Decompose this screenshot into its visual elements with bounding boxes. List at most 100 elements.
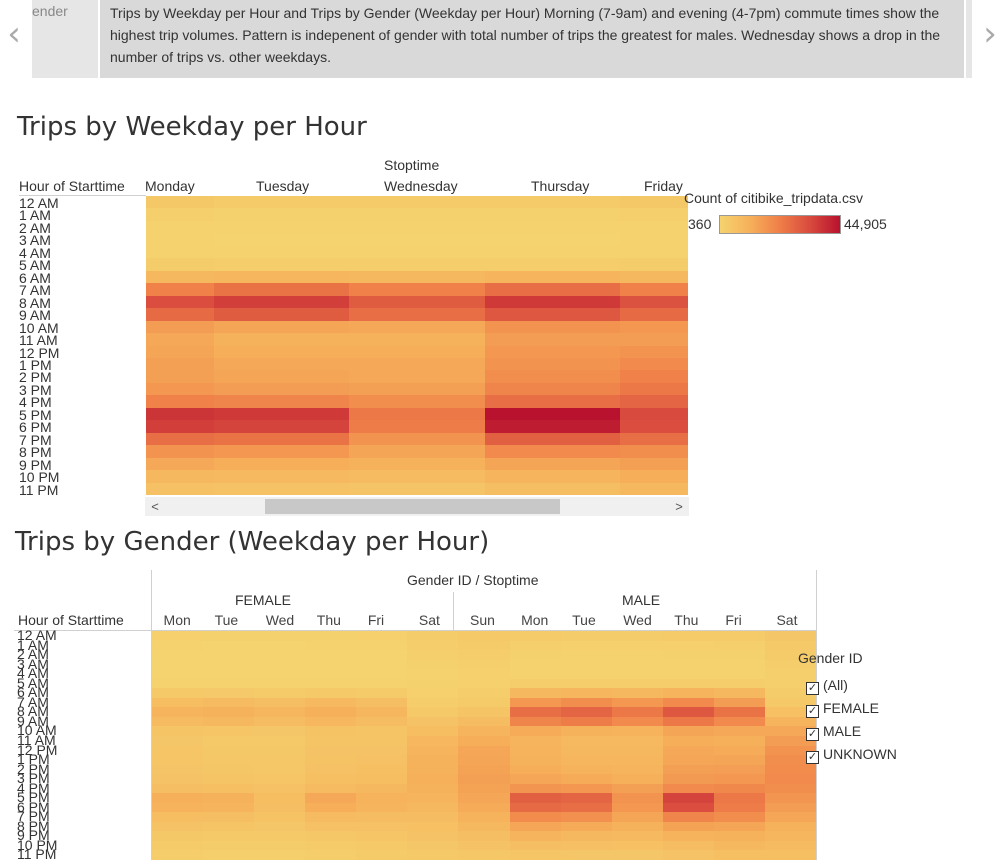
heatmap-cell[interactable] xyxy=(254,802,306,813)
heatmap-cell[interactable] xyxy=(213,420,350,434)
heatmap-cell[interactable] xyxy=(484,196,621,209)
heatmap-cell[interactable] xyxy=(146,395,215,409)
heatmap-cell[interactable] xyxy=(213,357,350,371)
heatmap-cell[interactable] xyxy=(254,678,306,689)
heatmap-cell[interactable] xyxy=(407,697,459,708)
heatmap-cell[interactable] xyxy=(484,283,621,297)
heatmap-cell[interactable] xyxy=(484,395,621,409)
heatmap-cell[interactable] xyxy=(560,678,613,689)
heatmap-cell[interactable] xyxy=(620,208,688,222)
heatmap-cell[interactable] xyxy=(713,774,766,785)
heatmap-cell[interactable] xyxy=(713,812,766,823)
heatmap-cell[interactable] xyxy=(407,793,459,804)
heatmap-cell[interactable] xyxy=(152,840,204,851)
heatmap-cell[interactable] xyxy=(764,831,816,842)
heatmap-cell[interactable] xyxy=(560,793,613,804)
heatmap-cell[interactable] xyxy=(509,678,562,689)
heatmap-cell[interactable] xyxy=(560,755,613,766)
heatmap-cell[interactable] xyxy=(620,445,688,459)
heatmap-cell[interactable] xyxy=(203,697,255,708)
heatmap-cell[interactable] xyxy=(620,220,688,234)
heatmap-cell[interactable] xyxy=(484,345,621,359)
heatmap-cell[interactable] xyxy=(620,196,688,209)
heatmap-cell[interactable] xyxy=(764,783,816,794)
heatmap-cell[interactable] xyxy=(764,793,816,804)
checkbox-icon[interactable]: ✓ xyxy=(806,682,819,695)
heatmap-cell[interactable] xyxy=(509,850,562,860)
heatmap-cell[interactable] xyxy=(560,669,613,680)
heatmap-cell[interactable] xyxy=(203,821,255,832)
heatmap-cell[interactable] xyxy=(152,650,204,661)
heatmap-cell[interactable] xyxy=(620,258,688,272)
heatmap-cell[interactable] xyxy=(620,382,688,396)
heatmap-cell[interactable] xyxy=(254,659,306,670)
heatmap-cell[interactable] xyxy=(620,470,688,484)
heatmap-cell[interactable] xyxy=(764,669,816,680)
heatmap-cell[interactable] xyxy=(213,445,350,459)
heatmap-cell[interactable] xyxy=(560,783,613,794)
heatmap-cell[interactable] xyxy=(305,821,357,832)
heatmap-cell[interactable] xyxy=(305,697,357,708)
heatmap-cell[interactable] xyxy=(203,707,255,718)
heatmap-cell[interactable] xyxy=(713,745,766,756)
heatmap-cell[interactable] xyxy=(356,831,408,842)
heatmap-cell[interactable] xyxy=(356,640,408,651)
heatmap-cell[interactable] xyxy=(349,357,486,371)
heatmap-cell[interactable] xyxy=(349,295,486,309)
heatmap-cell[interactable] xyxy=(305,783,357,794)
checkbox-icon[interactable]: ✓ xyxy=(806,751,819,764)
heatmap-cell[interactable] xyxy=(152,640,204,651)
heatmap-cell[interactable] xyxy=(620,407,688,421)
heatmap-cell[interactable] xyxy=(764,840,816,851)
heatmap-cell[interactable] xyxy=(611,707,664,718)
heatmap-cell[interactable] xyxy=(509,697,562,708)
heatmap-cell[interactable] xyxy=(764,707,816,718)
heatmap-cell[interactable] xyxy=(611,659,664,670)
heatmap-cell[interactable] xyxy=(560,802,613,813)
heatmap-cell[interactable] xyxy=(560,640,613,651)
heatmap-cell[interactable] xyxy=(152,821,204,832)
heatmap-cell[interactable] xyxy=(764,735,816,746)
heatmap-cell[interactable] xyxy=(458,707,511,718)
heatmap-cell[interactable] xyxy=(349,333,486,346)
heatmap-cell[interactable] xyxy=(356,755,408,766)
heatmap-cell[interactable] xyxy=(611,726,664,737)
heatmap-cell[interactable] xyxy=(662,678,715,689)
heatmap-cell[interactable] xyxy=(407,631,459,642)
heatmap-cell[interactable] xyxy=(509,745,562,756)
heatmap-cell[interactable] xyxy=(305,707,357,718)
heatmap-cell[interactable] xyxy=(152,688,204,699)
heatmap-cell[interactable] xyxy=(407,783,459,794)
heatmap-cell[interactable] xyxy=(203,774,255,785)
heatmap-cell[interactable] xyxy=(254,831,306,842)
heatmap-cell[interactable] xyxy=(620,270,688,284)
heatmap-cell[interactable] xyxy=(203,745,255,756)
heatmap-cell[interactable] xyxy=(356,850,408,860)
heatmap-cell[interactable] xyxy=(407,669,459,680)
heatmap-cell[interactable] xyxy=(662,793,715,804)
heatmap-cell[interactable] xyxy=(254,850,306,860)
heatmap-cell[interactable] xyxy=(305,631,357,642)
heatmap-cell[interactable] xyxy=(484,407,621,421)
heatmap-cell[interactable] xyxy=(407,840,459,851)
heatmap-cell[interactable] xyxy=(254,755,306,766)
heatmap-cell[interactable] xyxy=(560,735,613,746)
heatmap-cell[interactable] xyxy=(458,821,511,832)
heatmap-cell[interactable] xyxy=(611,678,664,689)
heatmap-cell[interactable] xyxy=(254,688,306,699)
heatmap-cell[interactable] xyxy=(484,445,621,459)
heatmap-cell[interactable] xyxy=(407,650,459,661)
heatmap-cell[interactable] xyxy=(146,420,215,434)
heatmap-cell[interactable] xyxy=(305,812,357,823)
heatmap-cell[interactable] xyxy=(203,840,255,851)
heatmap-cell[interactable] xyxy=(152,659,204,670)
heatmap-cell[interactable] xyxy=(611,631,664,642)
heatmap-cell[interactable] xyxy=(407,745,459,756)
heatmap-cell[interactable] xyxy=(484,333,621,346)
heatmap-cell[interactable] xyxy=(611,716,664,727)
heatmap-cell[interactable] xyxy=(662,697,715,708)
heatmap-cell[interactable] xyxy=(509,821,562,832)
heatmap-cell[interactable] xyxy=(764,755,816,766)
heatmap-cell[interactable] xyxy=(356,821,408,832)
heatmap-cell[interactable] xyxy=(611,640,664,651)
